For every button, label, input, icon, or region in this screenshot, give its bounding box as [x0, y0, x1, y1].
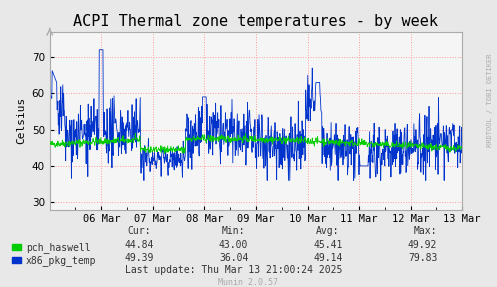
Text: 43.00: 43.00 [219, 240, 248, 250]
Text: Avg:: Avg: [316, 226, 340, 236]
Text: pch_haswell: pch_haswell [26, 242, 90, 253]
Y-axis label: Celsius: Celsius [16, 97, 26, 144]
Bar [12, 244, 21, 250]
Text: 79.83: 79.83 [408, 253, 437, 263]
Text: Cur:: Cur: [127, 226, 151, 236]
Text: x86_pkg_temp: x86_pkg_temp [26, 255, 96, 266]
Title: ACPI Thermal zone temperatures - by week: ACPI Thermal zone temperatures - by week [74, 14, 438, 29]
Text: 45.41: 45.41 [313, 240, 343, 250]
Text: 49.92: 49.92 [408, 240, 437, 250]
Bar [12, 257, 21, 263]
Text: Munin 2.0.57: Munin 2.0.57 [219, 278, 278, 287]
Text: 49.39: 49.39 [124, 253, 154, 263]
Text: 36.04: 36.04 [219, 253, 248, 263]
Text: 44.84: 44.84 [124, 240, 154, 250]
Text: Max:: Max: [414, 226, 437, 236]
Text: RRDTOOL / TOBI OETIKER: RRDTOOL / TOBI OETIKER [487, 54, 493, 147]
Text: 49.14: 49.14 [313, 253, 343, 263]
Text: Last update: Thu Mar 13 21:00:24 2025: Last update: Thu Mar 13 21:00:24 2025 [125, 265, 342, 275]
Text: Min:: Min: [222, 226, 246, 236]
